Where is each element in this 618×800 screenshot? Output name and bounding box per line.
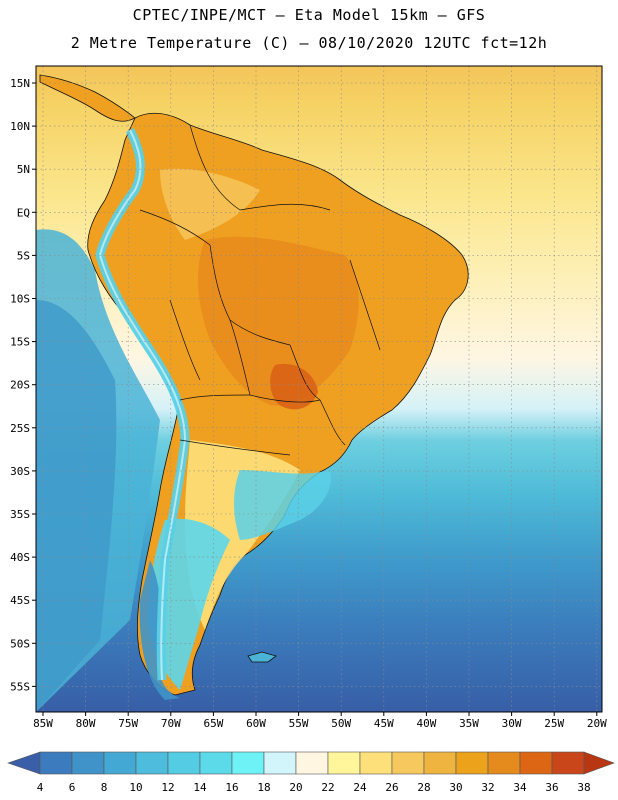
lon-label: 25W xyxy=(544,717,564,730)
colorbar-box xyxy=(455,751,489,775)
colorbar-right-arrow xyxy=(583,751,615,775)
lat-label: 45S xyxy=(10,594,30,607)
map-frame xyxy=(35,65,603,713)
colorbar-box xyxy=(551,751,585,775)
colorbar-label: 16 xyxy=(225,781,238,794)
colorbar-label: 10 xyxy=(129,781,142,794)
lon-label: 65W xyxy=(203,717,223,730)
lat-label: 5N xyxy=(17,163,30,176)
lat-label: 10N xyxy=(10,120,30,133)
pacific-cold-region xyxy=(36,300,117,712)
colorbar-box xyxy=(231,751,265,775)
colorbar-box xyxy=(263,751,297,775)
colorbar-box xyxy=(327,751,361,775)
colorbar-box xyxy=(39,751,73,775)
lat-label: 40S xyxy=(10,551,30,564)
uruguay-cool-region xyxy=(234,470,331,540)
map-title-line-2: 2 Metre Temperature (C) – 08/10/2020 12U… xyxy=(70,34,548,52)
lon-label: 70W xyxy=(161,717,181,730)
latitude-labels: 15N 10N 5N EQ 5S 10S 15S 20S 25S 30S 35S 40S 45S 50S 5… xyxy=(10,77,36,693)
map-area xyxy=(36,66,602,712)
colorbar-box xyxy=(71,751,105,775)
falkland-islands xyxy=(247,651,277,663)
central-america-land xyxy=(39,74,136,122)
lon-label: 40W xyxy=(416,717,436,730)
hottest-spot xyxy=(270,363,318,410)
lon-label: 50W xyxy=(331,717,351,730)
colorbar-box xyxy=(199,751,233,775)
colorbar-label: 30 xyxy=(449,781,462,794)
colorbar-box xyxy=(423,751,457,775)
lat-label: 15S xyxy=(10,336,30,349)
colorbar-label: 8 xyxy=(101,781,108,794)
colorbar-label: 32 xyxy=(481,781,494,794)
lon-label: 55W xyxy=(289,717,309,730)
map-title-line-1: CPTEC/INPE/MCT – Eta Model 15km – GFS xyxy=(132,6,486,24)
colorbar-label: 20 xyxy=(289,781,302,794)
lon-label: 85W xyxy=(33,717,53,730)
colorbar-label: 34 xyxy=(513,781,527,794)
lat-label: 10S xyxy=(10,293,30,306)
lat-label: 35S xyxy=(10,508,30,521)
colorbar-label: 28 xyxy=(417,781,430,794)
lon-label: 20W xyxy=(587,717,607,730)
lon-label: 75W xyxy=(118,717,138,730)
colorbar-box xyxy=(295,751,329,775)
colorbar-label: 22 xyxy=(321,781,334,794)
lat-label: 30S xyxy=(10,465,30,478)
colorbar-label: 36 xyxy=(545,781,558,794)
lon-label: 60W xyxy=(246,717,266,730)
colorbar-box xyxy=(135,751,169,775)
colorbar: 4 6 8 10 12 14 16 18 20 22 24 26 28 30 32 34 36 38 xyxy=(7,751,615,794)
northern-warm-region xyxy=(160,168,260,240)
lon-label: 30W xyxy=(502,717,522,730)
colorbar-label: 24 xyxy=(353,781,367,794)
colorbar-box xyxy=(167,751,201,775)
lon-label: 35W xyxy=(459,717,479,730)
colorbar-box xyxy=(487,751,521,775)
colorbar-box xyxy=(519,751,553,775)
lon-label: 80W xyxy=(76,717,96,730)
lon-label: 45W xyxy=(374,717,394,730)
lat-label: EQ xyxy=(17,206,30,219)
hot-core-region xyxy=(198,236,359,406)
colorbar-left-arrow xyxy=(7,751,41,775)
lat-label: 20S xyxy=(10,379,30,392)
colorbar-box xyxy=(103,751,137,775)
andes-crest xyxy=(98,129,187,681)
lat-label: 50S xyxy=(10,637,30,650)
colorbar-label: 18 xyxy=(257,781,270,794)
colorbar-label: 14 xyxy=(193,781,207,794)
colorbar-label: 26 xyxy=(385,781,398,794)
lat-label: 5S xyxy=(17,249,30,262)
colorbar-box xyxy=(359,751,393,775)
colorbar-label: 6 xyxy=(69,781,76,794)
colorbar-label: 4 xyxy=(37,781,44,794)
lat-label: 25S xyxy=(10,422,30,435)
colorbar-box xyxy=(391,751,425,775)
colorbar-label: 38 xyxy=(577,781,590,794)
lat-label: 15N xyxy=(10,77,30,90)
longitude-labels: 85W 80W 75W 70W 65W 60W 55W 50W 45W 40W 35W 30W 25W 2… xyxy=(33,712,607,730)
lat-label: 55S xyxy=(10,680,30,693)
colorbar-label: 12 xyxy=(161,781,174,794)
